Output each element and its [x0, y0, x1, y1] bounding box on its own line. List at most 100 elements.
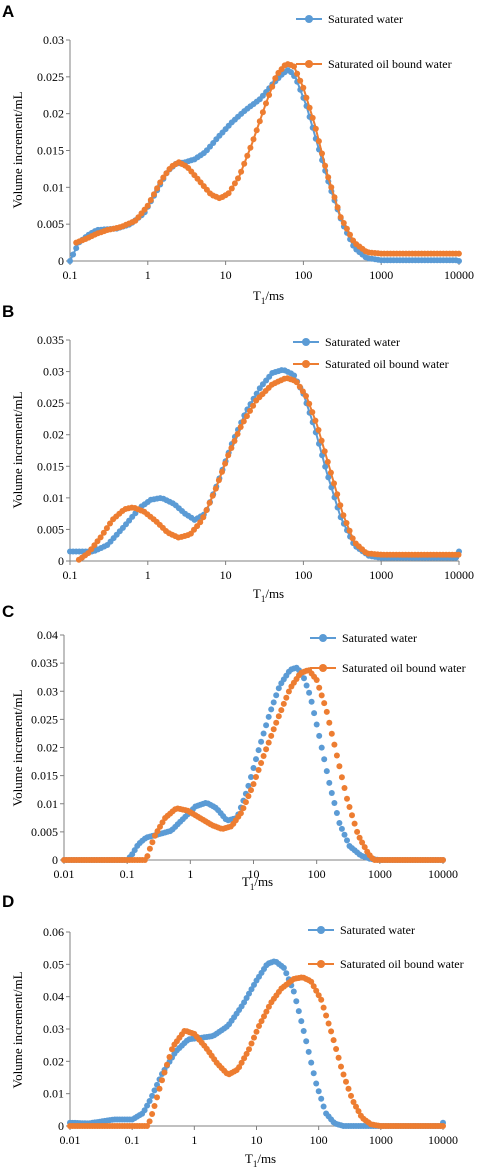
data-point	[206, 499, 213, 506]
data-point	[265, 1003, 272, 1010]
legend-entry: Saturated water	[308, 923, 415, 937]
data-point	[359, 839, 366, 846]
data-point	[248, 787, 254, 794]
data-point	[310, 983, 317, 990]
legend-label: Saturated water	[342, 631, 417, 645]
x-tick-label: 1	[145, 568, 151, 582]
legend-marker	[305, 60, 313, 68]
y-tick-label: 0.04	[37, 628, 58, 642]
data-point	[326, 779, 333, 786]
data-point	[209, 492, 216, 499]
data-point	[318, 1095, 325, 1102]
data-point	[280, 964, 287, 971]
data-point	[253, 774, 259, 780]
data-point	[301, 675, 307, 682]
y-tick-label: 0.05	[43, 957, 64, 971]
y-tick-label: 0	[58, 1119, 64, 1133]
x-tick-label: 1000	[369, 1133, 393, 1147]
y-tick-label: 0.035	[37, 333, 64, 347]
data-point	[328, 1028, 335, 1035]
panel-letter: A	[2, 2, 14, 21]
legend-label: Saturated water	[340, 923, 415, 937]
y-axis-title: Volume increment/mL	[10, 391, 25, 508]
data-point	[455, 551, 462, 558]
data-point	[248, 1040, 255, 1047]
y-tick-label: 0.035	[31, 656, 58, 670]
data-point	[338, 774, 345, 781]
data-point	[228, 185, 235, 192]
data-point	[144, 202, 151, 209]
legend-label: Saturated water	[325, 335, 400, 349]
data-point	[313, 721, 320, 728]
data-point	[164, 1061, 170, 1068]
data-point	[255, 747, 262, 754]
data-point	[251, 981, 257, 988]
data-point	[309, 409, 316, 416]
data-point	[299, 388, 306, 395]
data-point	[331, 800, 338, 806]
data-point	[334, 204, 341, 211]
data-point	[350, 1099, 357, 1105]
data-point	[141, 1107, 148, 1114]
data-point	[306, 400, 313, 407]
x-axis-title: T1/ms	[245, 1151, 276, 1169]
data-point	[149, 839, 156, 846]
data-point	[345, 1085, 352, 1092]
data-point	[144, 1123, 151, 1129]
series-saturated-water	[67, 67, 462, 264]
x-tick-label: 1000	[368, 867, 392, 881]
data-point	[250, 402, 257, 409]
data-point	[343, 520, 350, 526]
data-point	[298, 1018, 305, 1025]
y-tick-label: 0.03	[43, 33, 64, 47]
data-point	[160, 174, 167, 181]
data-point	[311, 710, 318, 717]
data-point	[235, 175, 241, 182]
data-point	[260, 730, 267, 737]
data-point	[328, 184, 335, 191]
data-point	[215, 477, 222, 484]
data-point	[318, 692, 325, 699]
data-point	[355, 1108, 362, 1115]
legend-marker	[302, 360, 310, 368]
data-point	[151, 191, 157, 198]
data-point	[333, 810, 340, 816]
x-tick-label: 0.1	[120, 867, 135, 881]
data-point	[250, 765, 257, 771]
data-point	[240, 418, 247, 425]
data-point	[236, 1064, 243, 1071]
y-tick-label: 0.01	[43, 1087, 64, 1101]
data-point	[305, 1048, 312, 1055]
data-point	[309, 114, 316, 121]
legend-label: Saturated water	[328, 12, 403, 26]
data-point	[163, 170, 170, 177]
data-point	[325, 474, 332, 481]
data-point	[247, 407, 253, 414]
data-point	[159, 819, 166, 826]
data-point	[253, 1028, 260, 1035]
y-tick-label: 0.01	[43, 180, 64, 194]
data-point	[161, 1069, 168, 1076]
data-point	[321, 756, 328, 763]
legend-label: Saturated oil bound water	[340, 957, 464, 971]
data-point	[349, 535, 356, 542]
data-point	[285, 688, 292, 695]
chart-panel-d: D00.010.020.030.040.050.060.01 0.1 1 10 100 1…	[2, 892, 464, 1169]
data-point	[149, 1092, 156, 1099]
data-point	[291, 63, 297, 70]
data-point	[323, 768, 330, 775]
data-point	[261, 1013, 267, 1020]
data-point	[265, 713, 272, 720]
x-tick-label: 1000	[369, 568, 393, 582]
x-tick-label: 0.01	[60, 1133, 81, 1147]
y-tick-label: 0	[58, 254, 64, 268]
series-saturated-oil-bound-water	[61, 667, 446, 863]
y-tick-label: 0	[58, 554, 64, 568]
data-point	[152, 832, 158, 839]
data-point	[278, 707, 285, 714]
legend-marker	[317, 926, 325, 934]
y-tick-label: 0.025	[37, 70, 64, 84]
data-point	[315, 1088, 322, 1095]
data-point	[157, 179, 164, 186]
